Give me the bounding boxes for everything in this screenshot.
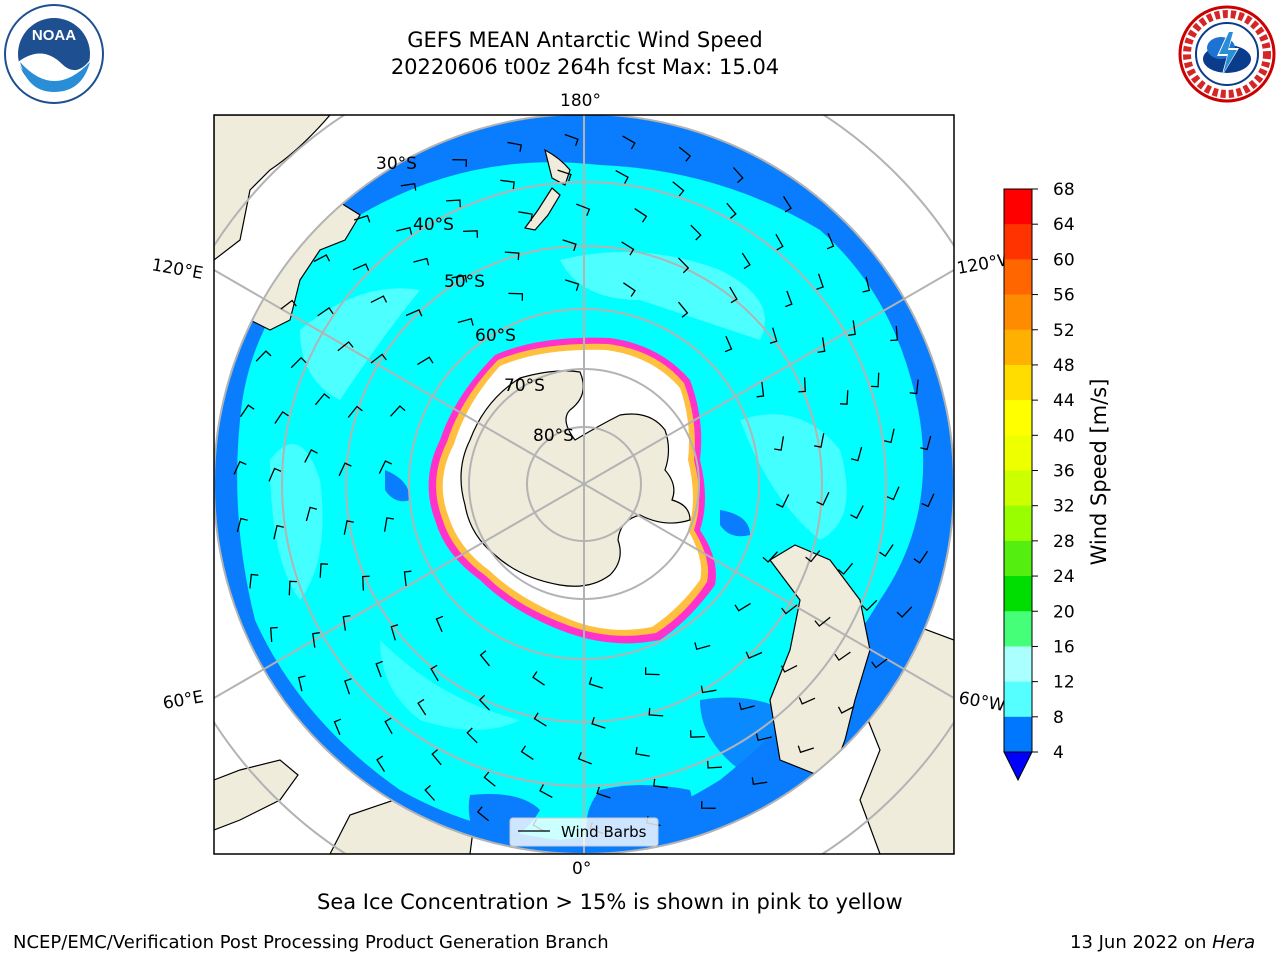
lat-label-80s: 80°S: [533, 426, 574, 446]
colorbar-segment: [1004, 611, 1032, 647]
lat-label-40s: 40°S: [413, 215, 454, 235]
lat-label-30s: 30°S: [376, 154, 417, 174]
lat-label-70s: 70°S: [504, 376, 545, 396]
colorbar-segment: [1004, 400, 1032, 436]
colorbar-extend-arrow: [1004, 752, 1032, 780]
colorbar-segment: [1004, 330, 1032, 366]
colorbar-tick-label: 20: [1053, 602, 1075, 622]
lon-label-60e: 60°E: [161, 687, 205, 714]
colorbar-tick-label: 12: [1053, 673, 1075, 693]
colorbar-label: Wind Speed [m/s]: [1087, 379, 1111, 566]
colorbar-segment: [1004, 189, 1032, 225]
colorbar-segment: [1004, 506, 1032, 542]
colorbar-segment: [1004, 576, 1032, 612]
colorbar-tick-label: 32: [1053, 497, 1075, 517]
colorbar-segment: [1004, 259, 1032, 295]
colorbar-segment: [1004, 471, 1032, 507]
colorbar-segment: [1004, 646, 1032, 682]
colorbar-tick-label: 48: [1053, 356, 1075, 376]
footer-host: Hera: [1212, 932, 1255, 953]
colorbar-segment: [1004, 682, 1032, 718]
colorbar-tick-label: 16: [1053, 637, 1075, 657]
colorbar-tick-label: 56: [1053, 286, 1075, 306]
colorbar-tick-label: 36: [1053, 462, 1075, 482]
colorbar-segment: [1004, 435, 1032, 471]
lon-label-0: 0°: [572, 859, 591, 879]
lat-label-50s: 50°S: [444, 272, 485, 292]
footer-date-text: 13 Jun 2022 on: [1070, 932, 1212, 953]
lon-label-180: 180°: [560, 91, 601, 111]
footer-credit: NCEP/EMC/Verification Post Processing Pr…: [13, 932, 609, 953]
colorbar-tick-label: 52: [1053, 321, 1075, 341]
lat-label-60s: 60°S: [475, 326, 516, 346]
sea-ice-caption: Sea Ice Concentration > 15% is shown in …: [317, 890, 903, 914]
legend: Wind Barbs: [510, 818, 658, 846]
colorbar-segment: [1004, 365, 1032, 401]
footer-date: 13 Jun 2022 on Hera: [1070, 932, 1255, 953]
colorbar: 68 64 60 56 52 48 44 40 36 32 28 24 20 16 12 8 4: [1004, 180, 1075, 763]
colorbar-segment: [1004, 224, 1032, 260]
legend-label: Wind Barbs: [561, 823, 647, 841]
colorbar-tick-label: 4: [1053, 743, 1064, 763]
colorbar-tick-label: 64: [1053, 215, 1075, 235]
lon-label-120e: 120°E: [150, 255, 204, 284]
colorbar-tick-label: 60: [1053, 250, 1075, 270]
colorbar-tick-label: 40: [1053, 426, 1075, 446]
colorbar-segment: [1004, 717, 1032, 753]
colorbar-segment: [1004, 295, 1032, 331]
colorbar-tick-label: 68: [1053, 180, 1075, 200]
colorbar-tick-label: 8: [1053, 708, 1064, 728]
lon-label-60w: 60°W: [957, 688, 1007, 716]
colorbar-tick-label: 24: [1053, 567, 1075, 587]
colorbar-tick-label: 44: [1053, 391, 1075, 411]
colorbar-tick-label: 28: [1053, 532, 1075, 552]
colorbar-segment: [1004, 541, 1032, 577]
